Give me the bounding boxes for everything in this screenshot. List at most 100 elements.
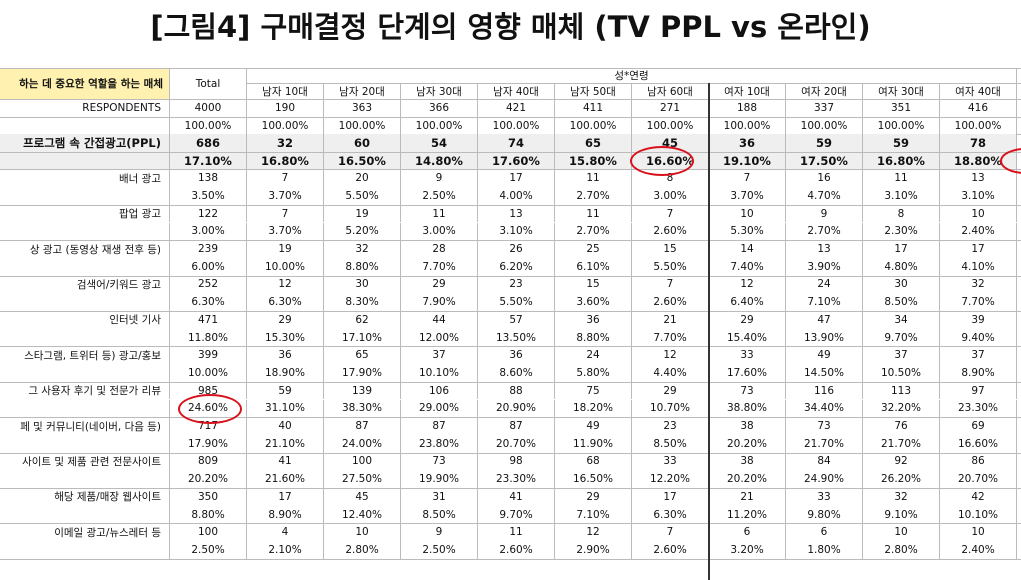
percent-cell: 20.20% [709,434,786,453]
count-cell: 421 [478,99,555,117]
count-cell: 10 [863,523,940,542]
count-cell: 350 [170,488,247,506]
count-cell: 36 [247,346,324,365]
row-label: 프로그램 속 간접광고(PPL) [0,134,170,152]
row-label-blank [0,222,170,241]
row-label-blank [0,541,170,559]
count-cell: 10 [940,523,1017,542]
percent-cell: 1.80% [786,541,863,559]
percent-cell: 9.80% [786,505,863,524]
percent-cell: 3.60% [555,293,632,311]
count-cell: 86 [940,452,1017,471]
row-label: 이메일 광고/뉴스레터 등 [0,523,170,542]
count-cell: 12 [632,346,709,365]
count-cell: 471 [170,311,247,329]
percent-cell: 13.50% [478,328,555,347]
percent-cell: 20.70% [478,434,555,453]
count-cell: 37 [401,346,478,365]
percent-cell: 27.50% [324,470,401,488]
row-line [0,275,1021,277]
row-line [0,68,1021,69]
count-cell: 36 [555,311,632,329]
row-line [0,346,1021,348]
count-cell: 7 [247,204,324,223]
percent-cell: 12.20% [632,470,709,488]
row-label: 배너 광고 [0,169,170,188]
percent-cell: 5.50% [632,257,709,276]
percent-cell: 29.00% [401,399,478,418]
count-cell: 13 [940,169,1017,188]
percent-cell: 11.20% [709,505,786,524]
percent-cell: 26.20% [863,470,940,488]
percent-cell: 21.70% [786,434,863,453]
percent-cell: 2.70% [555,187,632,205]
row-line [0,151,1021,153]
count-cell: 10 [324,523,401,542]
count-cell: 59 [863,134,940,152]
percent-cell: 2.50% [401,187,478,205]
row-label-blank [0,293,170,311]
count-cell: 29 [555,488,632,506]
row-label-blank [0,151,170,170]
percent-cell: 100.00% [478,116,555,135]
percent-cell: 20.90% [478,399,555,418]
percent-cell: 6.10% [555,257,632,276]
count-cell: 14 [709,240,786,258]
percent-cell: 15.80% [555,151,632,170]
count-cell: 60 [324,134,401,152]
count-cell: 21 [632,311,709,329]
percent-cell: 21.70% [863,434,940,453]
count-cell: 351 [863,99,940,117]
row-label-blank [0,328,170,347]
percent-cell: 3.50% [170,187,247,205]
percent-cell: 3.70% [709,187,786,205]
count-cell: 366 [401,99,478,117]
percent-cell: 5.80% [555,364,632,382]
row-label: 해당 제품/매장 웹사이트 [0,488,170,506]
count-cell: 4000 [170,99,247,117]
percent-cell: 6.30% [170,293,247,311]
count-cell: 12 [555,523,632,542]
percent-cell: 3.90% [786,257,863,276]
row-label: 스타그램, 트위터 등) 광고/홍보 [0,346,170,365]
percent-cell: 8.90% [940,364,1017,382]
count-cell: 36 [478,346,555,365]
count-cell: 30 [324,275,401,294]
count-cell: 252 [170,275,247,294]
count-cell: 25 [555,240,632,258]
percent-cell: 3.20% [709,541,786,559]
percent-cell: 8.80% [555,328,632,347]
count-cell: 65 [324,346,401,365]
count-cell: 7 [247,169,324,188]
header-total: Total [170,68,247,99]
count-cell: 24 [786,275,863,294]
percent-cell: 10.50% [863,364,940,382]
count-cell: 11 [401,204,478,223]
count-cell: 139 [324,381,401,400]
percent-cell: 7.70% [401,257,478,276]
count-cell: 73 [709,381,786,400]
count-cell: 7 [709,169,786,188]
count-cell: 37 [940,346,1017,365]
percent-cell: 10.10% [401,364,478,382]
count-cell: 271 [632,99,709,117]
header-column: 남자 40대 [478,83,555,99]
count-cell: 188 [709,99,786,117]
percent-cell: 7.40% [709,257,786,276]
row-label-blank [0,116,170,135]
percent-cell: 7.70% [632,328,709,347]
row-line [0,204,1021,206]
count-cell: 68 [555,452,632,471]
percent-cell: 2.40% [940,222,1017,241]
percent-cell: 2.80% [863,541,940,559]
count-cell: 65 [555,134,632,152]
row-label: 팝업 광고 [0,204,170,223]
percent-cell: 6.40% [709,293,786,311]
percent-cell: 2.60% [478,541,555,559]
percent-cell: 6.30% [632,505,709,524]
percent-cell: 19.90% [401,470,478,488]
percent-cell: 7.90% [401,293,478,311]
percent-cell: 34.40% [786,399,863,418]
count-cell: 33 [632,452,709,471]
count-cell: 41 [478,488,555,506]
